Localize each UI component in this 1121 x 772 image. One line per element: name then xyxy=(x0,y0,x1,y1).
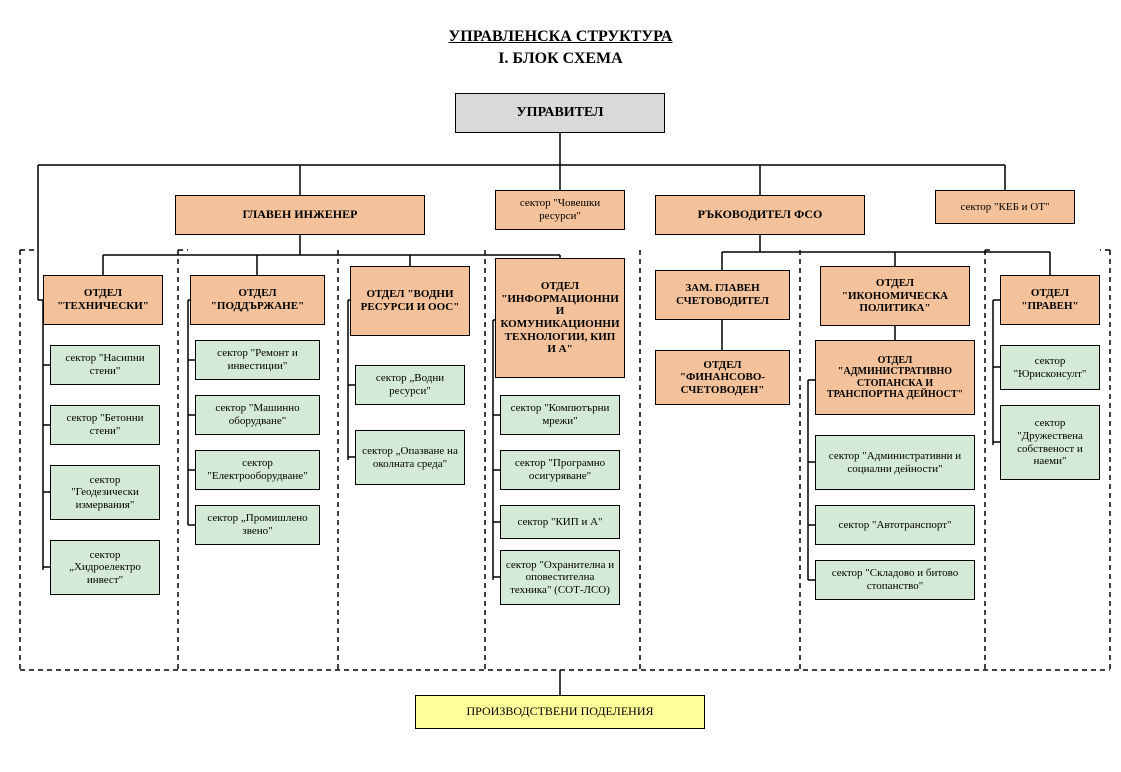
node-d_tech: ОТДЕЛ "ТЕХНИЧЕСКИ" xyxy=(43,275,163,325)
node-d_econ: ОТДЕЛ "ИКОНОМИЧЕСКА ПОЛИТИКА" xyxy=(820,266,970,326)
node-hr: сектор "Човешки ресурси" xyxy=(495,190,625,230)
node-s_t3: сектор "Геодезически измервания" xyxy=(50,465,160,520)
node-d_fin: ОТДЕЛ "ФИНАНСОВО-СЧЕТОВОДЕН" xyxy=(655,350,790,405)
node-hdr_eng: ГЛАВЕН ИНЖЕНЕР xyxy=(175,195,425,235)
node-s_a3: сектор "Складово и битово стопанство" xyxy=(815,560,975,600)
node-s_p2: сектор "Машинно оборудване" xyxy=(195,395,320,435)
node-s_i4: сектор "Охранителна и оповестителна техн… xyxy=(500,550,620,605)
node-d_vod: ОТДЕЛ "ВОДНИ РЕСУРСИ И ООС" xyxy=(350,266,470,336)
node-s_p1: сектор "Ремонт и инвестиции" xyxy=(195,340,320,380)
node-s_t4: сектор „Хидроелектро инвест" xyxy=(50,540,160,595)
node-s_v2: сектор „Опазване на околната среда" xyxy=(355,430,465,485)
node-s_a1: сектор "Административни и социални дейно… xyxy=(815,435,975,490)
node-s_t2: сектор "Бетонни стени" xyxy=(50,405,160,445)
node-s_i3: сектор "КИП и А" xyxy=(500,505,620,539)
node-d_legal: ОТДЕЛ "ПРАВЕН" xyxy=(1000,275,1100,325)
node-d_adm: ОТДЕЛ "АДМИНИСТРАТИВНО СТОПАНСКА И ТРАНС… xyxy=(815,340,975,415)
node-s_t1: сектор "Насипни стени" xyxy=(50,345,160,385)
node-bottom: ПРОИЗВОДСТВЕНИ ПОДЕЛЕНИЯ xyxy=(415,695,705,729)
org-chart: УПРАВЛЕНСКА СТРУКТУРА I. БЛОК СХЕМА УПРА… xyxy=(0,0,1121,772)
node-d_it: ОТДЕЛ "ИНФОРМАЦИОННИ И КОМУНИКАЦИОННИ ТЕ… xyxy=(495,258,625,378)
node-d_zam: ЗАМ. ГЛАВЕН СЧЕТОВОДИТЕЛ xyxy=(655,270,790,320)
node-s_l2: сектор "Дружествена собственост и наеми" xyxy=(1000,405,1100,480)
node-s_a2: сектор "Автотранспорт" xyxy=(815,505,975,545)
node-keb: сектор "КЕБ и ОТ" xyxy=(935,190,1075,224)
node-s_l1: сектор "Юрисконсулт" xyxy=(1000,345,1100,390)
node-s_i2: сектор "Програмно осигуряване" xyxy=(500,450,620,490)
node-hdr_fso: РЪКОВОДИТЕЛ ФСО xyxy=(655,195,865,235)
node-s_p3: сектор "Електрооборудване" xyxy=(195,450,320,490)
node-s_v1: сектор „Водни ресурси" xyxy=(355,365,465,405)
node-s_i1: сектор "Компютърни мрежи" xyxy=(500,395,620,435)
node-root: УПРАВИТЕЛ xyxy=(455,93,665,133)
node-d_pod: ОТДЕЛ "ПОДДЪРЖАНЕ" xyxy=(190,275,325,325)
node-s_p4: сектор „Промишлено звено" xyxy=(195,505,320,545)
